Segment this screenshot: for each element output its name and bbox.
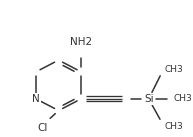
Text: N: N (32, 94, 40, 104)
Text: CH3: CH3 (173, 94, 192, 103)
Text: CH3: CH3 (164, 65, 183, 74)
Text: CH3: CH3 (164, 122, 183, 131)
Text: Cl: Cl (37, 123, 47, 133)
Text: Si: Si (144, 94, 153, 104)
Text: NH2: NH2 (70, 37, 92, 47)
